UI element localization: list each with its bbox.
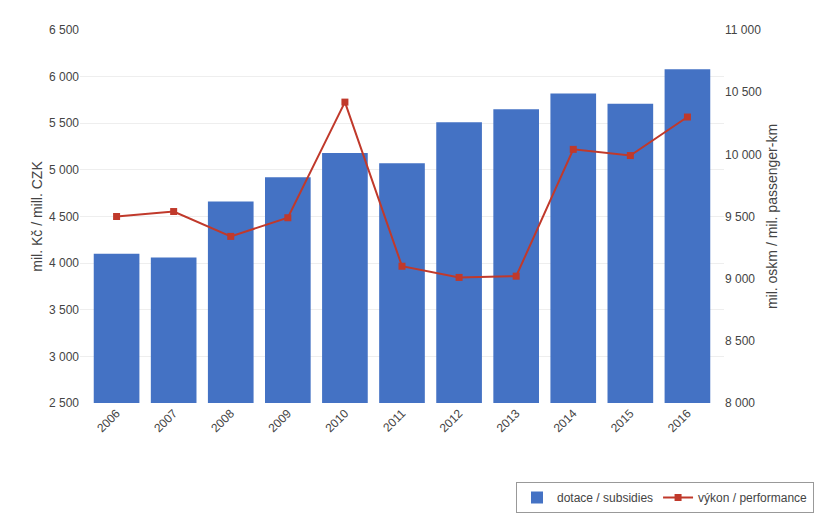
svg-text:3 000: 3 000: [49, 350, 79, 364]
svg-text:3 500: 3 500: [49, 303, 79, 317]
svg-text:6 500: 6 500: [49, 23, 79, 37]
svg-text:2014: 2014: [551, 406, 580, 435]
svg-text:8 500: 8 500: [725, 334, 755, 348]
svg-text:9 500: 9 500: [725, 210, 755, 224]
svg-text:2007: 2007: [151, 406, 180, 435]
svg-text:9 000: 9 000: [725, 272, 755, 286]
svg-text:2006: 2006: [94, 406, 123, 435]
svg-text:4 500: 4 500: [49, 210, 79, 224]
svg-text:10 000: 10 000: [725, 148, 762, 162]
svg-text:4 000: 4 000: [49, 256, 79, 270]
svg-text:5 500: 5 500: [49, 116, 79, 130]
svg-text:2010: 2010: [323, 406, 352, 435]
svg-text:5 000: 5 000: [49, 163, 79, 177]
svg-text:2009: 2009: [265, 406, 294, 435]
svg-text:2008: 2008: [208, 406, 237, 435]
svg-text:6 000: 6 000: [49, 70, 79, 84]
svg-text:2 500: 2 500: [49, 396, 79, 410]
svg-text:dotace / subsidies: dotace / subsidies: [557, 491, 653, 505]
svg-text:2011: 2011: [380, 406, 408, 434]
svg-text:mil. oskm / mil. passenger-km: mil. oskm / mil. passenger-km: [764, 124, 780, 309]
svg-text:mil. Kč / mill. CZK: mil. Kč / mill. CZK: [29, 161, 45, 272]
svg-text:11 000: 11 000: [725, 23, 761, 37]
svg-text:10 500: 10 500: [725, 85, 762, 99]
svg-text:2016: 2016: [665, 406, 694, 435]
svg-text:výkon / performance: výkon / performance: [698, 491, 807, 505]
svg-text:2012: 2012: [437, 406, 466, 435]
svg-text:2015: 2015: [608, 406, 637, 435]
svg-text:2013: 2013: [494, 406, 523, 435]
svg-text:8 000: 8 000: [725, 396, 755, 410]
